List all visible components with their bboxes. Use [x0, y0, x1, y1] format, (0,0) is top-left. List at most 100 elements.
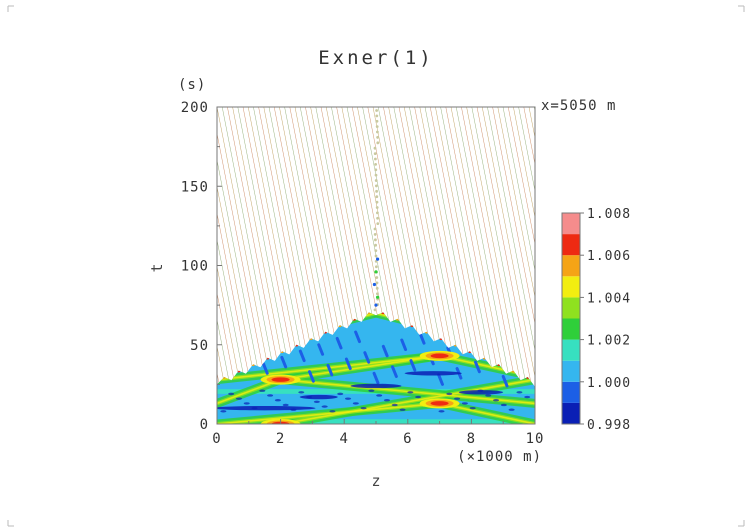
centre-streak-dot [375, 265, 378, 269]
low-pressure-band [458, 390, 504, 395]
ripple-patch [354, 330, 361, 344]
centre-marker [374, 303, 378, 307]
ripple-patch [308, 370, 315, 383]
colorbar-swatch [562, 213, 580, 235]
low-pressure-patch [274, 399, 281, 402]
centre-streak-dot [376, 141, 380, 145]
low-pressure-patch [313, 400, 320, 404]
ripple-patch [381, 344, 389, 358]
low-pressure-patch [360, 406, 367, 410]
y-tick-label: 100 [181, 259, 209, 275]
hatch-line [0, 107, 14, 424]
hatch-line [0, 107, 61, 424]
hatch-line [0, 107, 50, 424]
low-pressure-patch [368, 389, 375, 392]
centre-marker [375, 295, 380, 299]
hatch-line [0, 107, 40, 424]
high-spot-core [271, 377, 290, 382]
low-pressure-band [299, 394, 338, 400]
high-spot-core [271, 421, 290, 424]
hatch-line [4, 107, 66, 424]
colorbar-swatch [562, 276, 580, 298]
low-pressure-patch [376, 394, 383, 397]
colorbar-swatch [562, 402, 580, 424]
ripple-patch [372, 371, 380, 385]
hatch-line [51, 107, 113, 424]
ripple-patch [344, 357, 352, 371]
hatch-line [0, 107, 3, 424]
hatch-line [528, 107, 535, 139]
centre-streak-dot [375, 184, 378, 188]
low-pressure-patch [446, 392, 453, 396]
hatch-line [25, 107, 87, 424]
low-pressure-patch [461, 402, 468, 405]
wave-ray [438, 402, 535, 424]
low-pressure-patch [493, 399, 500, 402]
ripple-patch [437, 373, 444, 386]
hatch-line [0, 107, 35, 424]
colorbar-swatch [562, 339, 580, 361]
centre-streak-dot [375, 276, 379, 279]
ripple-patch [326, 363, 334, 377]
hatch-line [628, 107, 690, 424]
centre-streak-dot [373, 233, 377, 236]
centre-streak-dot [374, 173, 378, 177]
hatch-line [487, 107, 535, 352]
colorbar-tick-label: 1.006 [587, 249, 631, 264]
low-pressure-patch [243, 402, 250, 405]
hatch-line [40, 107, 102, 424]
colorbar-tick-label: 1.002 [587, 334, 631, 349]
hatch-line [623, 107, 685, 424]
wave-ray [217, 402, 441, 424]
hatch-line [481, 107, 535, 379]
x-tick-label: 2 [276, 431, 285, 447]
high-spot-mid [266, 420, 295, 424]
ripple-patch [335, 336, 343, 350]
centre-streak-dot [374, 259, 378, 263]
ripple-patch [474, 360, 481, 374]
colorbar-frame [561, 212, 581, 425]
hatch-line [56, 107, 118, 424]
x-tick-label: 0 [212, 431, 221, 447]
hatch-line [92, 107, 154, 424]
ripple-patch [409, 359, 417, 372]
x-tick-label: 10 [526, 431, 545, 447]
ripple-patch [391, 365, 398, 378]
hatch-line [9, 107, 71, 424]
hatch-line [0, 107, 19, 424]
low-pressure-patch [500, 403, 507, 407]
centre-streak-dot [374, 162, 377, 166]
hatch-line [471, 107, 535, 424]
centre-streak-dot [376, 216, 379, 220]
low-pressure-patch [329, 410, 336, 413]
low-pressure-patch [298, 391, 305, 394]
hatch-line [0, 107, 29, 424]
centre-streak-dot [374, 157, 377, 161]
hatch-line [466, 107, 529, 424]
y-tick-label: 0 [200, 417, 209, 433]
low-pressure-patch [469, 406, 476, 410]
low-pressure-patch [399, 408, 406, 411]
colorbar-swatch [562, 297, 580, 319]
hatch-line [61, 107, 123, 424]
low-pressure-band [217, 405, 316, 411]
centre-streak-dot [375, 206, 379, 209]
hatch-line [19, 107, 81, 424]
hatch-line [217, 291, 243, 424]
ripple-patch [298, 349, 306, 363]
hatch-line [497, 107, 535, 299]
low-pressure-patch [220, 410, 227, 413]
colorbar-swatch [562, 360, 580, 382]
x-tick-label: 4 [339, 431, 348, 447]
colorbar-tick-label: 0.998 [587, 418, 631, 433]
plot-area [0, 107, 690, 424]
centre-streak-dot [376, 292, 379, 296]
ripple-patch [280, 355, 288, 369]
colorbar-swatch [562, 381, 580, 403]
y-tick-label: 150 [181, 179, 209, 195]
hatch-line [492, 107, 535, 326]
centre-streak-dot [375, 286, 379, 290]
wave-ray [279, 355, 441, 381]
ripple-patch [261, 362, 269, 375]
